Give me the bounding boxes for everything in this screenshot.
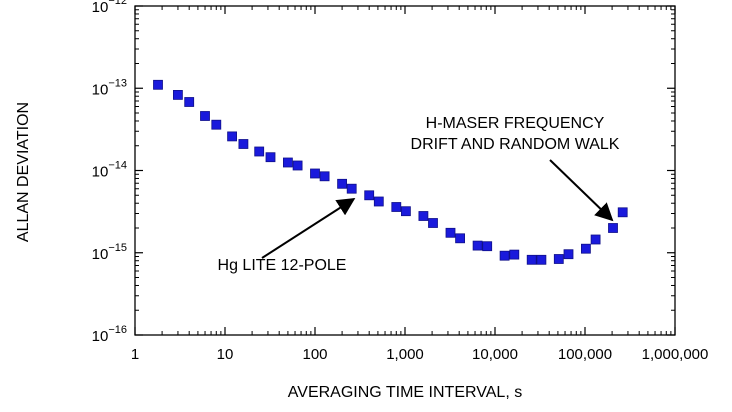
data-point xyxy=(319,171,330,182)
data-point xyxy=(200,111,210,121)
data-point xyxy=(227,131,238,142)
x-tick-label: 1 xyxy=(131,346,139,363)
data-point xyxy=(153,79,163,90)
x-axis-label: AVERAGING TIME INTERVAL, s xyxy=(288,384,522,401)
y-axis: 10−12 10−13 10−14 10−15 10−16 xyxy=(92,0,675,345)
data-series xyxy=(153,79,628,265)
data-point xyxy=(391,202,402,212)
annotation-label: Hg LITE 12-POLE xyxy=(218,257,347,274)
x-tick-label: 1,000,000 xyxy=(642,346,709,363)
data-point xyxy=(282,157,293,168)
data-point xyxy=(608,223,618,233)
data-point xyxy=(254,146,265,157)
y-tick-label: 10−14 xyxy=(92,160,127,181)
data-point xyxy=(184,97,195,107)
data-point xyxy=(418,211,429,221)
data-point xyxy=(509,249,520,260)
x-axis: 1 10 100 1,000 10,000 100,000 1,000,000 xyxy=(131,6,709,363)
x-tick-label: 10,000 xyxy=(472,346,518,363)
data-point xyxy=(581,243,591,254)
data-point xyxy=(346,183,357,194)
data-point xyxy=(617,207,628,218)
y-tick-label: 10−12 xyxy=(92,0,127,16)
y-tick-label: 10−13 xyxy=(92,77,127,98)
annotation-label: DRIFT AND RANDOM WALK xyxy=(411,136,620,153)
data-point xyxy=(536,254,547,265)
data-point xyxy=(472,240,483,251)
data-point xyxy=(482,241,493,252)
data-point xyxy=(400,206,411,217)
data-point xyxy=(373,196,384,207)
annotation-arrow xyxy=(261,198,356,259)
annotation-arrow xyxy=(549,159,614,222)
annotations: Hg LITE 12-POLE H-MASER FREQUENCY DRIFT AN… xyxy=(218,115,620,274)
plot-frame xyxy=(134,5,676,336)
data-point xyxy=(292,160,303,171)
data-point xyxy=(526,254,537,265)
data-point xyxy=(310,168,320,179)
annotation-label: H-MASER FREQUENCY xyxy=(426,115,605,132)
data-point xyxy=(265,152,276,163)
data-point xyxy=(590,234,601,245)
x-tick-label: 100 xyxy=(302,346,327,363)
x-tick-label: 10 xyxy=(217,346,234,363)
x-tick-label: 100,000 xyxy=(558,346,612,363)
data-point xyxy=(238,139,249,149)
data-point xyxy=(445,227,456,238)
y-tick-label: 10−15 xyxy=(92,242,127,263)
data-point xyxy=(337,178,348,189)
data-point xyxy=(364,190,375,201)
data-point xyxy=(455,233,466,244)
y-axis-label: ALLAN DEVIATION xyxy=(15,102,32,242)
x-tick-label: 1,000 xyxy=(386,346,424,363)
y-tick-label: 10−16 xyxy=(92,324,127,345)
data-point xyxy=(499,250,510,261)
data-point xyxy=(211,119,222,130)
data-point xyxy=(563,249,574,260)
data-point xyxy=(553,254,564,264)
data-point xyxy=(172,90,183,100)
data-point xyxy=(428,218,438,228)
